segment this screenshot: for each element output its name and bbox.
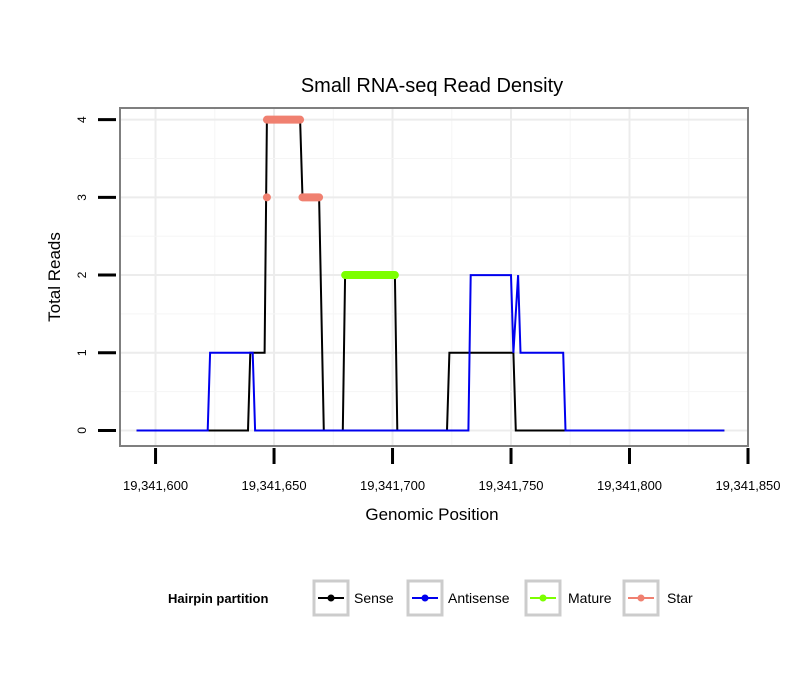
- y-tick-label: 4: [75, 116, 89, 123]
- x-tick-label: 19,341,800: [597, 478, 662, 493]
- legend-key-dot-antisense: [421, 594, 429, 602]
- legend: Hairpin partition Sense Antisense Mature St…: [168, 579, 693, 617]
- series-point-star: [262, 193, 271, 202]
- legend-label-star: Star: [667, 590, 693, 606]
- x-tick-label: 19,341,750: [478, 478, 543, 493]
- y-tick-label: 2: [75, 271, 89, 278]
- legend-key-dot-mature: [539, 594, 547, 602]
- legend-label-mature: Mature: [568, 590, 612, 606]
- y-axis-label: Total Reads: [45, 232, 64, 322]
- legend-key-dot-star: [637, 594, 645, 602]
- x-axis-label: Genomic Position: [365, 505, 498, 524]
- x-tick-label: 19,341,700: [360, 478, 425, 493]
- y-tick-label: 3: [75, 194, 89, 201]
- x-axis: 19,341,600 19,341,650 19,341,700 19,341,750…: [123, 448, 781, 493]
- legend-label-sense: Sense: [354, 590, 394, 606]
- legend-key-dot-sense: [327, 594, 335, 602]
- plot-frame: [119, 107, 749, 447]
- legend-label-antisense: Antisense: [448, 590, 510, 606]
- series-line-antisense: [136, 274, 725, 432]
- y-tick-label: 1: [75, 349, 89, 356]
- x-tick-label: 19,341,650: [241, 478, 306, 493]
- chart-title: Small RNA-seq Read Density: [301, 75, 563, 97]
- x-tick-label: 19,341,850: [715, 478, 780, 493]
- y-axis: 0 1 2 3 4: [75, 116, 116, 434]
- x-tick-label: 19,341,600: [123, 478, 188, 493]
- legend-title: Hairpin partition: [168, 591, 268, 606]
- series-layer: [136, 115, 725, 432]
- y-tick-label: 0: [75, 427, 89, 434]
- gridlines: [120, 108, 749, 446]
